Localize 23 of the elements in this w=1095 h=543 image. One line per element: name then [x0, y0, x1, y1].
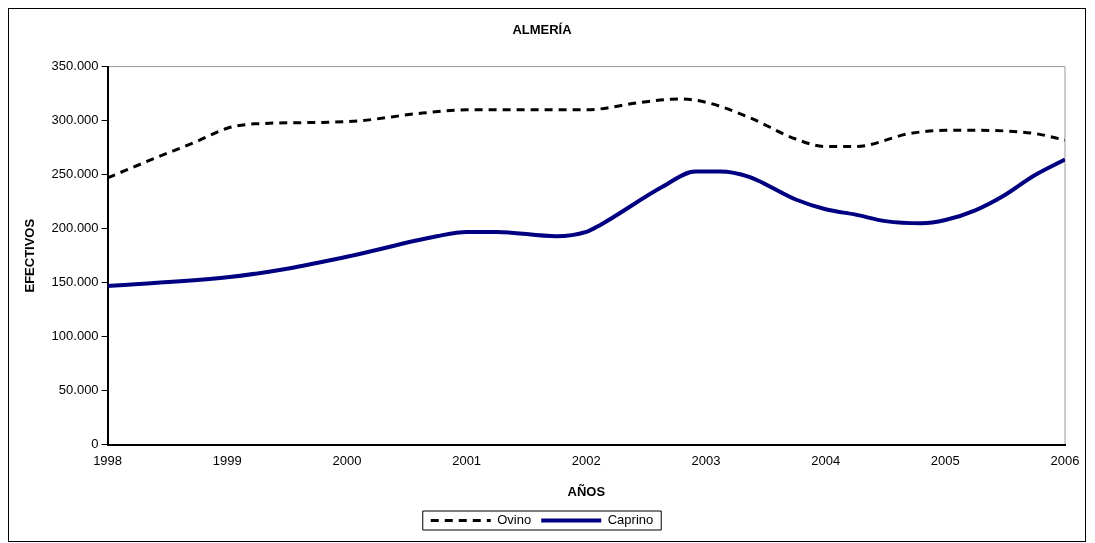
y-tick-label: 350.000 — [51, 58, 99, 74]
x-axis-title: AÑOS — [567, 483, 606, 499]
y-tick-label: 300.000 — [51, 112, 99, 128]
y-tick-label: 150.000 — [51, 274, 99, 290]
chart-title: ALMERÍA — [512, 22, 573, 38]
x-tick-label: 1998 — [93, 453, 123, 469]
y-tick-label: 200.000 — [51, 220, 99, 236]
x-tick-label: 2002 — [571, 453, 601, 469]
x-tick-label: 2000 — [332, 453, 362, 469]
y-tick-label: 100.000 — [51, 328, 99, 344]
x-tick-label: 2001 — [452, 453, 482, 469]
y-tick-label: 0 — [91, 436, 99, 452]
line-series — [107, 157, 1065, 288]
legend-label: Ovino — [497, 512, 532, 528]
y-tick-label: 50.000 — [58, 382, 99, 398]
x-tick-label: 1999 — [212, 453, 242, 469]
y-tick-label: 250.000 — [51, 166, 99, 182]
x-tick-label: 2003 — [691, 453, 721, 469]
legend-label: Caprino — [607, 512, 654, 528]
x-tick-label: 2006 — [1050, 453, 1080, 469]
x-tick-label: 2005 — [930, 453, 960, 469]
y-axis-title: EFECTIVOS — [22, 218, 38, 293]
x-tick-label: 2004 — [811, 453, 841, 469]
